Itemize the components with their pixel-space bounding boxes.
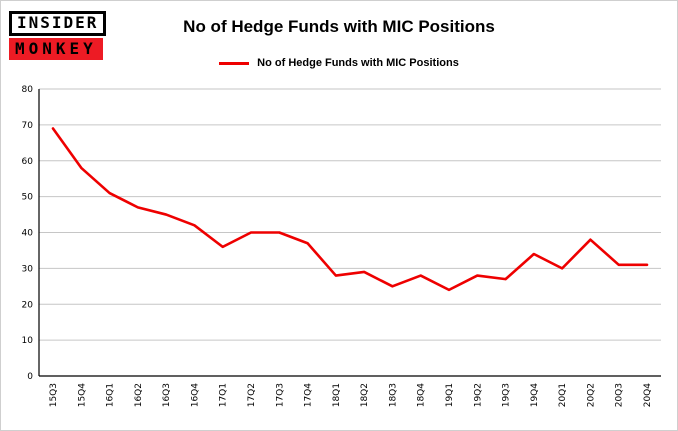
y-tick-label: 20 bbox=[22, 300, 34, 310]
x-tick-label: 15Q3 bbox=[49, 383, 59, 407]
legend-label: No of Hedge Funds with MIC Positions bbox=[257, 57, 459, 69]
x-tick-label: 16Q1 bbox=[106, 383, 116, 407]
x-tick-label: 17Q1 bbox=[219, 383, 229, 407]
x-tick-label: 18Q2 bbox=[360, 383, 370, 407]
y-tick-label: 80 bbox=[22, 85, 34, 95]
insider-monkey-logo: INSIDER MONKEY bbox=[9, 11, 107, 60]
chart-legend: No of Hedge Funds with MIC Positions bbox=[1, 57, 677, 69]
y-tick-label: 30 bbox=[22, 264, 34, 274]
x-tick-label: 19Q3 bbox=[502, 383, 512, 407]
x-tick-label: 17Q4 bbox=[304, 383, 314, 408]
x-tick-label: 17Q2 bbox=[247, 383, 257, 407]
x-tick-label: 17Q3 bbox=[275, 383, 285, 407]
x-tick-label: 18Q4 bbox=[417, 383, 427, 408]
x-tick-label: 18Q1 bbox=[332, 383, 342, 407]
x-tick-label: 16Q2 bbox=[134, 383, 144, 407]
x-tick-label: 20Q2 bbox=[586, 383, 596, 407]
x-tick-label: 15Q4 bbox=[77, 383, 87, 408]
y-tick-label: 50 bbox=[22, 193, 34, 203]
y-tick-label: 60 bbox=[22, 157, 34, 167]
y-tick-label: 40 bbox=[22, 229, 34, 239]
y-tick-label: 0 bbox=[27, 372, 33, 382]
x-tick-label: 20Q1 bbox=[558, 383, 568, 407]
chart-title: No of Hedge Funds with MIC Positions bbox=[183, 17, 495, 36]
x-tick-label: 18Q3 bbox=[388, 383, 398, 407]
legend-line-marker bbox=[219, 61, 250, 65]
logo-text-insider: INSIDER bbox=[9, 11, 107, 36]
x-tick-label: 19Q2 bbox=[473, 383, 483, 407]
y-tick-label: 10 bbox=[22, 336, 34, 346]
x-tick-label: 19Q4 bbox=[530, 383, 540, 408]
x-tick-label: 16Q4 bbox=[190, 383, 200, 408]
x-tick-label: 19Q1 bbox=[445, 383, 455, 407]
x-tick-label: 20Q3 bbox=[615, 383, 625, 407]
logo-text-monkey: MONKEY bbox=[9, 37, 103, 60]
series-line bbox=[51, 127, 649, 292]
x-tick-label: 16Q3 bbox=[162, 383, 172, 407]
y-tick-label: 70 bbox=[22, 121, 34, 131]
x-tick-label: 20Q4 bbox=[643, 383, 653, 408]
